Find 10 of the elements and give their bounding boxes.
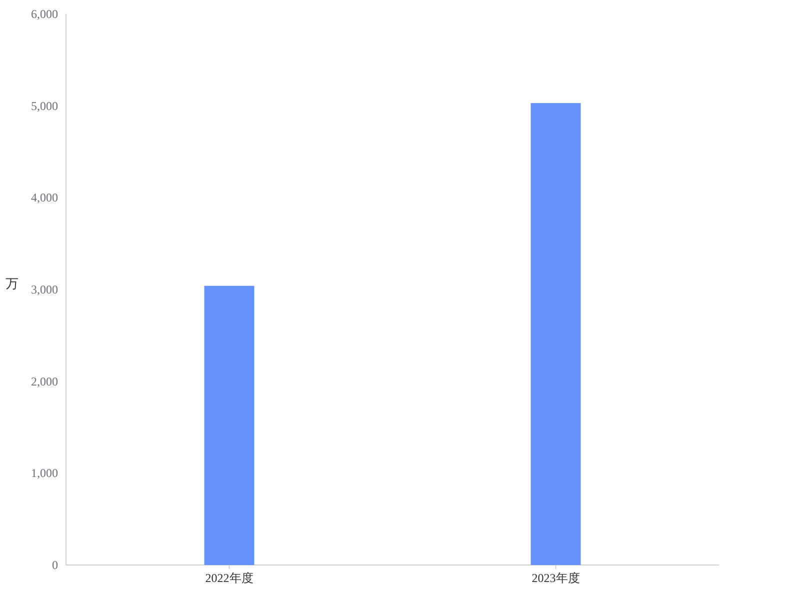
ytick: 2,000 [31, 374, 58, 388]
ytick: 1,000 [31, 466, 58, 480]
ytick: 4,000 [31, 190, 58, 205]
ylabel: 万 [6, 276, 18, 291]
xtick: 2023年度 [532, 571, 580, 585]
ytick: 0 [52, 558, 58, 572]
xtick: 2022年度 [205, 571, 254, 585]
ytick: 6,000 [31, 7, 58, 21]
ytick: 5,000 [31, 98, 58, 113]
ytick: 3,000 [31, 282, 58, 296]
